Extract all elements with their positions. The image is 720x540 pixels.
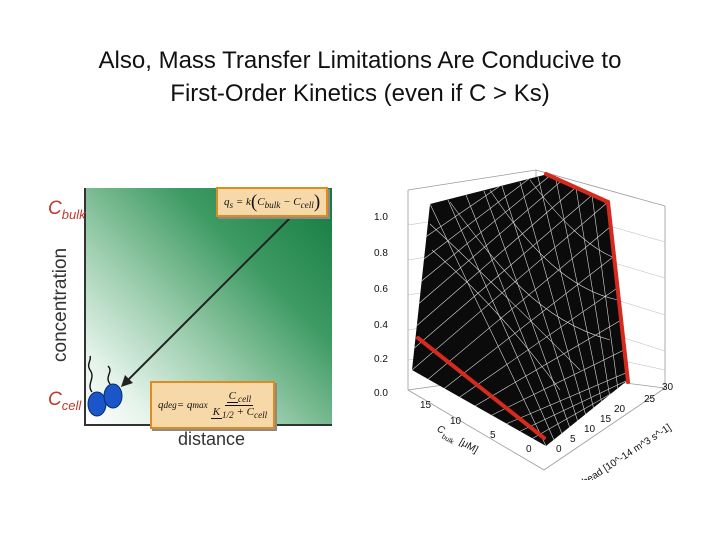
surface-plot: 1.0 0.8 0.6 0.4 0.2 0.0 15 10 5 0 C bulk… <box>374 169 674 480</box>
z-tick: 0.2 <box>374 354 388 365</box>
title-line-2: First-Order Kinetics (even if C > Ks) <box>170 80 550 107</box>
left-tick: 15 <box>420 400 432 411</box>
arrow-head <box>121 375 133 387</box>
left-tick: 0 <box>526 444 532 455</box>
z-tick: 0.4 <box>374 320 388 331</box>
z-tick: 0.6 <box>374 284 388 295</box>
c-cell-label: Ccell <box>48 389 82 413</box>
flux-equation-box: qs = k(Cbulk − Ccell) <box>216 187 329 217</box>
c-bulk-axis-label: C bulk [μM] <box>435 424 480 456</box>
right-tick: 25 <box>644 394 656 405</box>
linear-edge-line <box>416 336 546 440</box>
k-bead-axis-ticks: 0 5 10 15 20 25 30 <box>556 382 674 455</box>
right-tick: 20 <box>614 404 626 415</box>
diffusion-arrow <box>125 211 297 383</box>
right-tick: 5 <box>570 434 576 445</box>
right-tick: 15 <box>600 414 612 425</box>
left-tick: 10 <box>450 416 462 427</box>
right-tick: 10 <box>584 424 596 435</box>
z-axis-ticks: 1.0 0.8 0.6 0.4 0.2 0.0 <box>374 212 388 399</box>
svg-text:bulk: bulk <box>440 434 455 447</box>
slide-title: Also, Mass Transfer Limitations Are Cond… <box>0 44 720 110</box>
svg-text:[μM]: [μM] <box>457 437 480 456</box>
highlight-lines <box>416 172 630 440</box>
right-tick: 30 <box>662 382 674 393</box>
title-line-1: Also, Mass Transfer Limitations Are Cond… <box>98 47 622 74</box>
left-tick: 5 <box>490 430 496 441</box>
c-bulk-label: Cbulk <box>48 198 86 222</box>
z-tick: 0.8 <box>374 248 388 259</box>
bacteria-cells-icon <box>87 355 123 417</box>
z-tick: 0.0 <box>374 388 388 399</box>
right-tick: 0 <box>556 444 562 455</box>
first-order-edge-line <box>544 172 630 384</box>
x-axis-label: distance <box>178 429 246 449</box>
c-bulk-axis-ticks: 15 10 5 0 <box>420 400 532 455</box>
z-tick: 1.0 <box>374 212 388 223</box>
